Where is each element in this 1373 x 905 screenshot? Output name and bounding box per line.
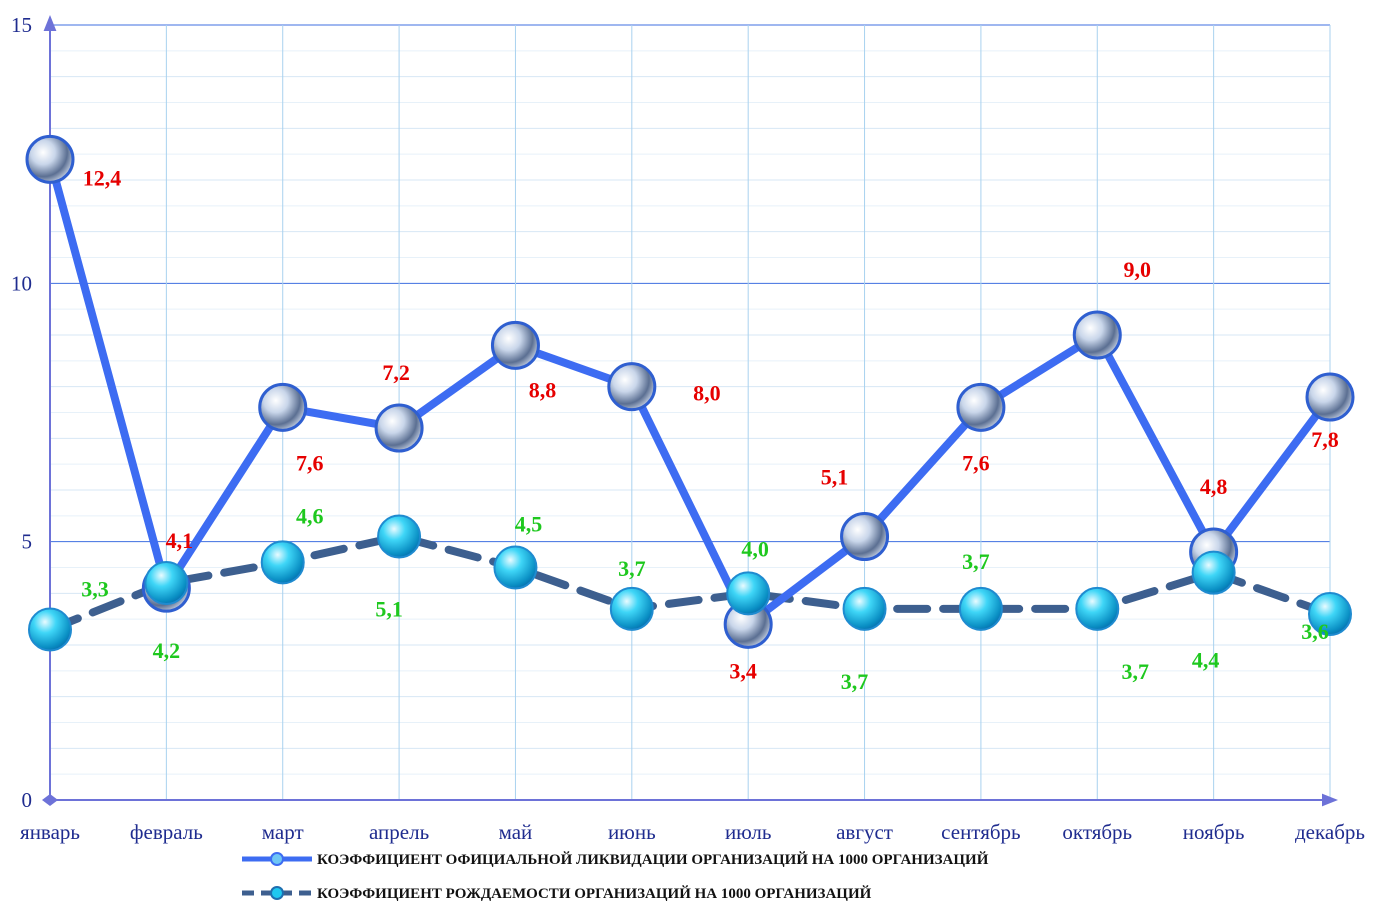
- legend-birth-label: КОЭФФИЦИЕНТ РОЖДАЕМОСТИ ОРГАНИЗАЦИЙ НА 1…: [317, 885, 872, 902]
- liquidation-data-label: 7,6: [296, 450, 324, 475]
- birth-data-label: 3,7: [962, 549, 990, 574]
- birth-data-label: 5,1: [375, 597, 403, 622]
- liquidation-point: [607, 362, 657, 412]
- x-tick-label: март: [262, 820, 304, 844]
- birth-data-label: 4,6: [296, 503, 324, 528]
- liquidation-data-label: 7,6: [962, 450, 990, 475]
- birth-point: [726, 571, 771, 616]
- liquidation-data-label: 7,8: [1311, 427, 1339, 452]
- x-tick-label: декабрь: [1295, 820, 1365, 844]
- liquidation-point: [1072, 310, 1122, 360]
- liquidation-data-label: 7,2: [382, 360, 410, 385]
- x-tick-label: август: [836, 820, 893, 844]
- birth-point: [609, 586, 654, 631]
- x-tick-label: май: [499, 820, 533, 844]
- legend-liquidation-marker: [270, 852, 284, 866]
- x-axis-ticks: январь февраль март апрель май июнь июль август…: [20, 820, 1365, 844]
- liquidation-data-label: 8,8: [529, 377, 557, 402]
- x-tick-label: апрель: [369, 820, 429, 844]
- data-labels: 12,4 4,1 7,6 7,2 8,8 8,0 3,4 5,1 7,6 9,0 4,8 7,8 3,3…: [81, 165, 1339, 694]
- birth-point: [28, 607, 72, 652]
- birth-point: [377, 514, 422, 559]
- legend: КОЭФФИЦИЕНТ ОФИЦИАЛЬНОЙ ЛИКВИДАЦИИ ОРГАН…: [242, 851, 989, 902]
- legend-birth-marker: [270, 886, 284, 900]
- birth-point: [260, 540, 305, 585]
- liquidation-point: [490, 320, 540, 370]
- liquidation-data-label: 5,1: [821, 465, 849, 490]
- series-liquidation-rate-line: [46, 155, 1334, 629]
- legend-liquidation-label: КОЭФФИЦИЕНТ ОФИЦИАЛЬНОЙ ЛИКВИДАЦИИ ОРГАН…: [317, 851, 989, 868]
- x-tick-label: январь: [20, 820, 80, 844]
- liquidation-point: [374, 403, 424, 453]
- y-tick-label: 5: [22, 530, 33, 554]
- liquidation-data-label: 8,0: [693, 381, 721, 406]
- y-tick-label: 0: [22, 788, 33, 812]
- birth-point: [144, 561, 189, 605]
- birth-point: [1191, 550, 1236, 595]
- birth-data-label: 3,6: [1301, 619, 1329, 644]
- liquidation-point: [25, 134, 75, 184]
- y-axis-ticks: 0 5 10 15: [11, 13, 32, 812]
- birth-data-label: 4,5: [515, 512, 543, 537]
- birth-data-label: 4,4: [1192, 648, 1220, 673]
- x-tick-label: ноябрь: [1183, 820, 1245, 844]
- x-tick-label: июнь: [608, 820, 656, 844]
- birth-point: [493, 545, 538, 590]
- chart-grid: [50, 24, 1331, 801]
- liquidation-point: [258, 382, 308, 432]
- liquidation-point: [840, 512, 890, 561]
- x-tick-label: октябрь: [1062, 820, 1132, 844]
- axis-origin-marker: [42, 794, 58, 806]
- birth-data-label: 3,7: [618, 556, 646, 581]
- birth-data-label: 3,3: [81, 577, 109, 602]
- series-birth-rate-line: [46, 532, 1334, 634]
- y-tick-label: 10: [11, 271, 32, 295]
- liquidation-point: [956, 382, 1006, 432]
- birth-data-label: 3,7: [1122, 659, 1150, 684]
- series-lines: [46, 155, 1334, 634]
- birth-data-label: 4,0: [741, 536, 769, 561]
- liquidation-point: [1305, 372, 1355, 422]
- birth-data-label: 4,2: [153, 638, 181, 663]
- birth-data-label: 3,7: [841, 669, 869, 694]
- x-tick-label: февраль: [130, 820, 203, 844]
- birth-point: [958, 586, 1003, 631]
- x-tick-label: июль: [725, 820, 771, 844]
- liquidation-data-label: 9,0: [1124, 257, 1152, 282]
- liquidation-data-label: 12,4: [83, 165, 122, 190]
- x-tick-label: сентябрь: [941, 820, 1020, 844]
- series-markers: [25, 134, 1355, 652]
- birth-point: [1308, 592, 1352, 636]
- liquidation-data-label: 3,4: [729, 658, 757, 683]
- y-tick-label: 15: [11, 13, 32, 37]
- liquidation-data-label: 4,1: [166, 528, 194, 553]
- birth-point: [842, 586, 887, 631]
- birth-point: [1075, 586, 1120, 631]
- liquidation-data-label: 4,8: [1200, 474, 1228, 499]
